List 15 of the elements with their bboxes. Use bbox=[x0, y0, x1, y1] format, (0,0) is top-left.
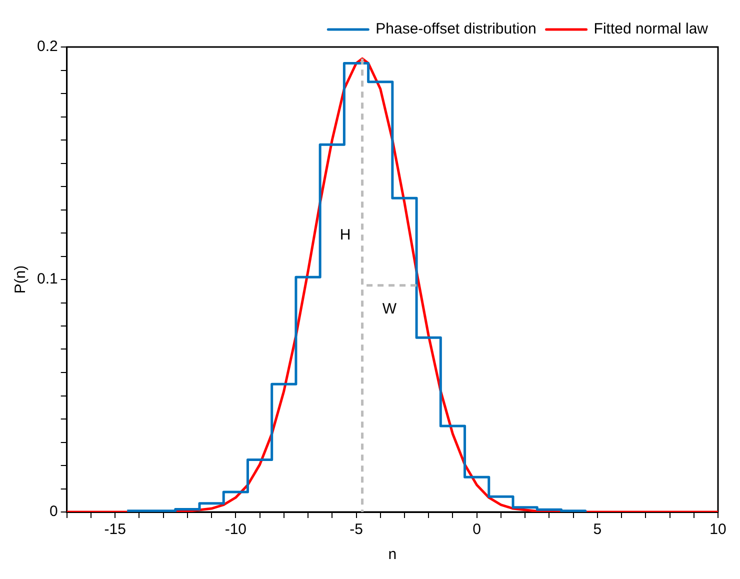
annotation: H bbox=[340, 226, 351, 244]
y-axis-title: P(n) bbox=[12, 265, 30, 294]
legend-label: Phase-offset distribution bbox=[376, 20, 536, 38]
x-tick-label: 10 bbox=[710, 521, 726, 538]
x-tick-label: 0 bbox=[472, 521, 482, 538]
y-tick-label: 0.2 bbox=[36, 38, 58, 56]
x-tick-label: -5 bbox=[350, 521, 363, 538]
y-tick-label: 0.1 bbox=[36, 270, 58, 288]
x-axis-title: n bbox=[388, 546, 397, 564]
x-tick-label: -10 bbox=[224, 521, 247, 538]
legend-label: Fitted normal law bbox=[594, 20, 708, 38]
x-tick-label: 5 bbox=[593, 521, 602, 538]
x-tick-label: -15 bbox=[104, 521, 126, 538]
y-tick-label: 0 bbox=[50, 503, 58, 520]
annotation: W bbox=[382, 300, 398, 318]
